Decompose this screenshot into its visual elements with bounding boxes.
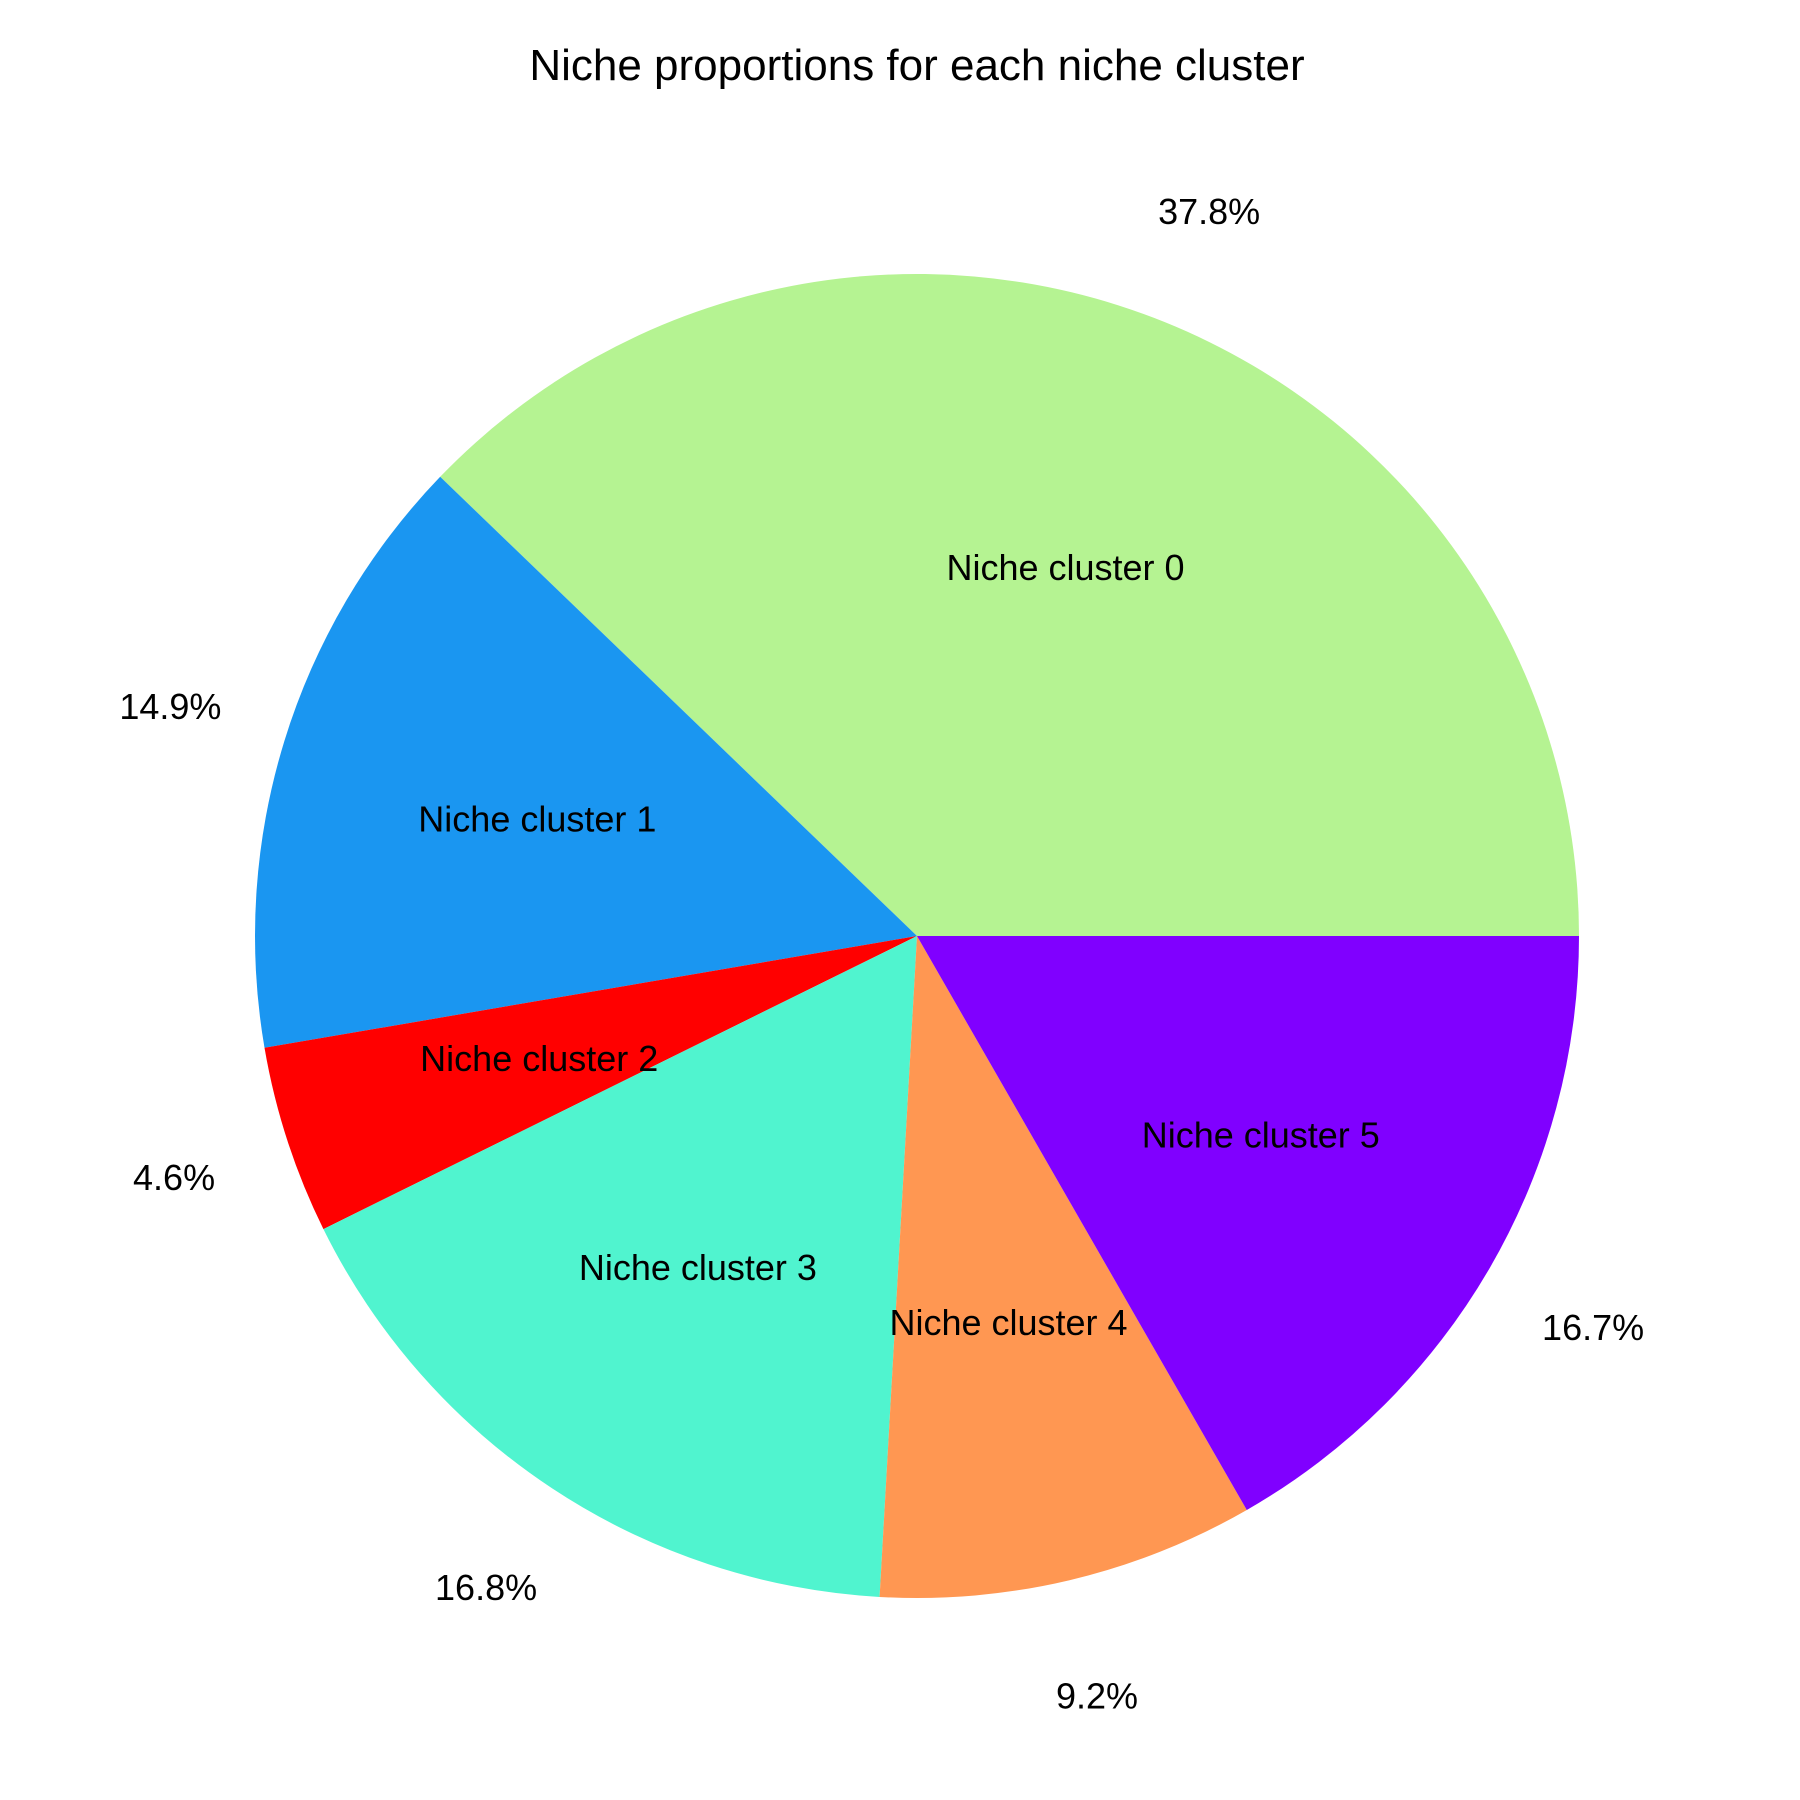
slice-label-0: Niche cluster 0	[946, 547, 1184, 588]
chart-title: Niche proportions for each niche cluster	[529, 41, 1304, 90]
percent-label-1: 14.9%	[119, 686, 221, 727]
percent-label-2: 4.6%	[133, 1157, 215, 1198]
percent-label-5: 16.7%	[1542, 1307, 1644, 1348]
slice-label-3: Niche cluster 3	[579, 1247, 817, 1288]
pie-slice-4	[879, 936, 1247, 1598]
percent-label-3: 16.8%	[435, 1567, 537, 1608]
pie-slice-2	[264, 936, 917, 1230]
slice-label-5: Niche cluster 5	[1142, 1114, 1380, 1155]
percent-label-4: 9.2%	[1056, 1676, 1138, 1717]
slice-label-4: Niche cluster 4	[889, 1302, 1127, 1343]
percent-label-0: 37.8%	[1158, 191, 1260, 232]
slice-label-2: Niche cluster 2	[420, 1038, 658, 1079]
pie-slice-0	[440, 274, 1580, 936]
pie-slice-5	[917, 936, 1579, 1511]
pie-slice-1	[254, 476, 917, 1048]
pie-labels: Niche cluster 0 37.8% Niche cluster 1 14.9%…	[119, 191, 1644, 1717]
slice-label-1: Niche cluster 1	[418, 799, 656, 840]
pie-slice-3	[323, 936, 917, 1597]
pie-slices	[254, 274, 1580, 1598]
